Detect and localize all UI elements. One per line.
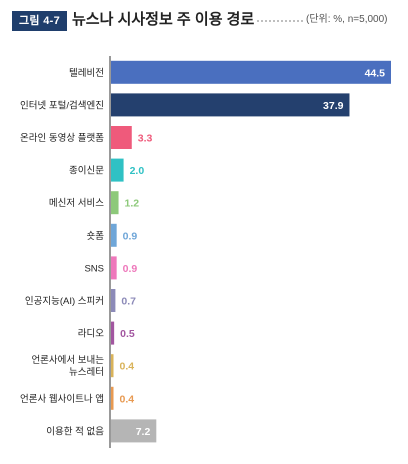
category-label: SNS bbox=[84, 263, 104, 274]
category-label: 언론사 웹사이트나 앱 bbox=[20, 393, 104, 405]
bar bbox=[111, 93, 350, 117]
category-label: 라디오 bbox=[78, 329, 104, 340]
category-label: 종이신문 bbox=[69, 166, 104, 177]
bar bbox=[111, 126, 132, 149]
category-label: 온라인 동영상 플랫폼 bbox=[20, 133, 104, 144]
value-label: 0.5 bbox=[120, 328, 135, 340]
bar bbox=[111, 256, 117, 280]
bar bbox=[111, 60, 391, 84]
value-label: 0.7 bbox=[121, 296, 136, 308]
bar bbox=[111, 354, 114, 378]
bar bbox=[111, 386, 114, 410]
value-label: 2.0 bbox=[130, 165, 145, 177]
value-label: 1.2 bbox=[125, 198, 140, 210]
value-label: 37.9 bbox=[323, 100, 344, 112]
value-label: 0.4 bbox=[120, 361, 135, 373]
bar bbox=[111, 419, 157, 443]
chart-title: 뉴스나 시사정보 주 이용 경로 bbox=[72, 11, 255, 28]
value-label: 0.9 bbox=[123, 263, 138, 275]
category-label: 메신저 서비스 bbox=[49, 198, 104, 209]
bar bbox=[111, 321, 115, 345]
category-label: 인공지능(AI) 스피커 bbox=[25, 296, 104, 307]
bar bbox=[111, 158, 124, 182]
value-label: 0.9 bbox=[123, 230, 138, 242]
category-label: 이용한 적 없음 bbox=[46, 425, 104, 437]
bar bbox=[111, 289, 116, 312]
title-dotted-leader bbox=[257, 20, 303, 22]
category-label: 인터넷 포털/검색엔진 bbox=[20, 99, 104, 111]
value-label: 44.5 bbox=[365, 67, 386, 79]
chart-header: 그림 4-7 뉴스나 시사정보 주 이용 경로 (단위: %, n=5,000) bbox=[0, 0, 408, 40]
category-label: 숏폼 bbox=[87, 231, 105, 242]
bar bbox=[111, 191, 119, 215]
figure-badge: 그림 4-7 bbox=[12, 11, 67, 31]
bars-group: 텔레비전 44.5 인터넷 포털/검색엔진 37.9 온라인 동영상 플랫폼 3.3 종이신… bbox=[20, 60, 391, 443]
value-label: 3.3 bbox=[138, 133, 153, 145]
category-label: 언론사에서 보내는 뉴스레터 bbox=[31, 354, 104, 378]
bar bbox=[111, 223, 117, 247]
value-label: 0.4 bbox=[120, 393, 135, 405]
value-label: 7.2 bbox=[136, 426, 151, 438]
category-label: 텔레비전 bbox=[69, 67, 104, 79]
unit-note: (단위: %, n=5,000) bbox=[306, 14, 388, 25]
